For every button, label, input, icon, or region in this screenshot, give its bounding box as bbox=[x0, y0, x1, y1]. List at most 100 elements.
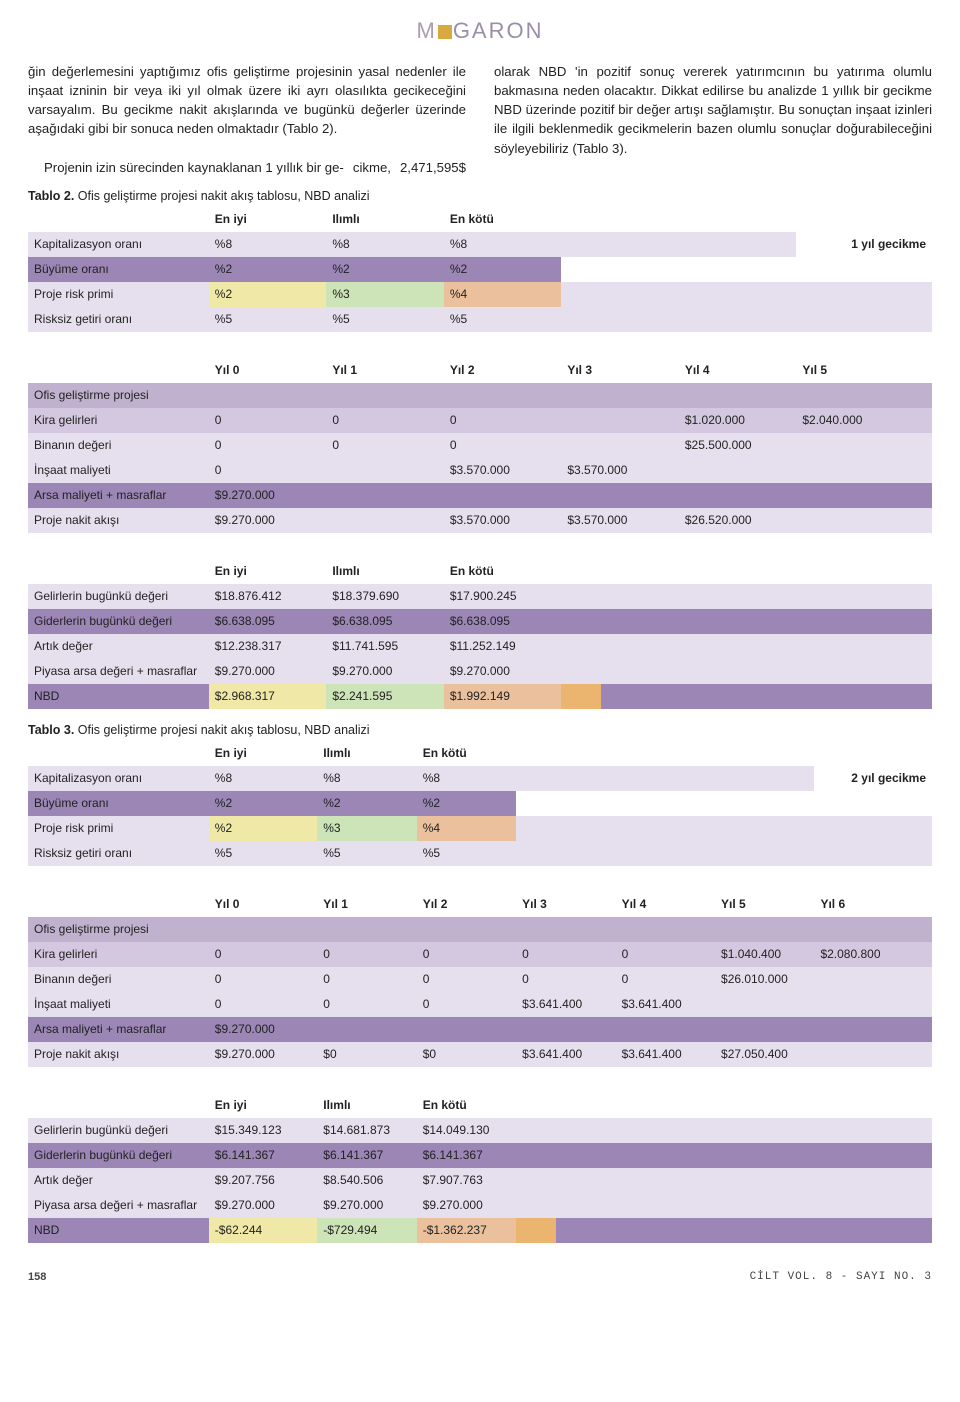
cell: %2 bbox=[209, 257, 327, 282]
cell bbox=[516, 791, 615, 816]
table-row: Gelirlerin bugünkü değeri$15.349.123$14.… bbox=[28, 1118, 932, 1143]
cell: %2 bbox=[209, 816, 317, 841]
cell: %5 bbox=[209, 307, 327, 332]
cell bbox=[679, 609, 797, 634]
cell bbox=[616, 1143, 715, 1168]
cell bbox=[561, 282, 679, 307]
cell: %8 bbox=[209, 232, 327, 257]
cell: Kira gelirleri bbox=[28, 942, 209, 967]
cell bbox=[561, 307, 679, 332]
cell: $9.270.000 bbox=[444, 659, 562, 684]
cell: Risksiz getiri oranı bbox=[28, 307, 209, 332]
cell: $14.049.130 bbox=[417, 1118, 516, 1143]
cell: Kapitalizasyon oranı bbox=[28, 766, 209, 791]
cell: 1 yıl gecikme bbox=[796, 232, 932, 257]
cell: Gelirlerin bugünkü değeri bbox=[28, 584, 209, 609]
cell: $2.968.317 bbox=[209, 684, 327, 709]
table-row: Risksiz getiri oranı%5%5%5 bbox=[28, 307, 932, 332]
cell bbox=[679, 257, 797, 282]
cell bbox=[209, 917, 317, 942]
table-row: Piyasa arsa değeri + masraflar$9.270.000… bbox=[28, 659, 932, 684]
table-row: İnşaat maliyeti000$3.641.400$3.641.400 bbox=[28, 992, 932, 1017]
cell bbox=[715, 741, 814, 766]
cell: -$729.494 bbox=[317, 1218, 416, 1243]
cell: Ilımlı bbox=[326, 559, 444, 584]
cell: $2.040.000 bbox=[796, 408, 932, 433]
cell bbox=[616, 1218, 715, 1243]
cell: 0 bbox=[616, 967, 715, 992]
cell bbox=[616, 841, 715, 866]
cell: NBD bbox=[28, 684, 209, 709]
cell: Yıl 0 bbox=[209, 892, 317, 917]
cell bbox=[516, 1193, 615, 1218]
table-row: Artık değer$12.238.317$11.741.595$11.252… bbox=[28, 634, 932, 659]
table-row: Risksiz getiri oranı%5%5%5 bbox=[28, 841, 932, 866]
cell: Giderlerin bugünkü değeri bbox=[28, 609, 209, 634]
cell bbox=[561, 232, 679, 257]
table-row: Gelirlerin bugünkü değeri$18.876.412$18.… bbox=[28, 584, 932, 609]
cell: Yıl 1 bbox=[326, 358, 444, 383]
cell: $3.641.400 bbox=[616, 992, 715, 1017]
cell bbox=[796, 584, 932, 609]
cell bbox=[715, 1143, 814, 1168]
cell: Yıl 1 bbox=[317, 892, 416, 917]
cell bbox=[516, 1143, 615, 1168]
cell bbox=[679, 307, 797, 332]
cell: Proje nakit akışı bbox=[28, 1042, 209, 1067]
table-row: Giderlerin bugünkü değeri$6.141.367$6.14… bbox=[28, 1143, 932, 1168]
cell: En iyi bbox=[209, 207, 327, 232]
cell: Artık değer bbox=[28, 1168, 209, 1193]
cell: Yıl 2 bbox=[444, 358, 562, 383]
cell: %8 bbox=[209, 766, 317, 791]
cell: -$1.362.237 bbox=[417, 1218, 516, 1243]
cell bbox=[679, 207, 797, 232]
cell bbox=[715, 1017, 814, 1042]
cell: 0 bbox=[516, 942, 615, 967]
cell bbox=[814, 816, 932, 841]
cell bbox=[326, 458, 444, 483]
cell bbox=[561, 634, 679, 659]
cell bbox=[715, 816, 814, 841]
cell: 0 bbox=[616, 942, 715, 967]
table-row: En iyiIlımlıEn kötü bbox=[28, 741, 932, 766]
table-row: Proje risk primi%2%3%4 bbox=[28, 816, 932, 841]
cell bbox=[814, 992, 932, 1017]
cell bbox=[796, 559, 932, 584]
cell: İnşaat maliyeti bbox=[28, 992, 209, 1017]
cell bbox=[28, 559, 209, 584]
cell: $9.270.000 bbox=[209, 659, 327, 684]
table3: En iyiIlımlıEn kötüKapitalizasyon oranı%… bbox=[28, 741, 932, 1243]
cell: $25.500.000 bbox=[679, 433, 797, 458]
paragraph: Projenin izin sürecinden kaynaklanan 1 y… bbox=[28, 158, 344, 177]
cell: Yıl 4 bbox=[616, 892, 715, 917]
footer: 158 CİLT VOL. 8 - SAYI NO. 3 bbox=[28, 1271, 932, 1283]
cell: $6.638.095 bbox=[209, 609, 327, 634]
cell bbox=[796, 634, 932, 659]
cell: Proje nakit akışı bbox=[28, 508, 209, 533]
cell: Büyüme oranı bbox=[28, 791, 209, 816]
cell bbox=[516, 1218, 615, 1243]
cell: Binanın değeri bbox=[28, 433, 209, 458]
table-row: Ofis geliştirme projesi bbox=[28, 383, 932, 408]
cell: $2.080.800 bbox=[814, 942, 932, 967]
cell: Yıl 5 bbox=[715, 892, 814, 917]
cell: 0 bbox=[317, 992, 416, 1017]
cell: Ilımlı bbox=[317, 1093, 416, 1118]
cell bbox=[317, 917, 416, 942]
table-row: Binanın değeri000$25.500.000 bbox=[28, 433, 932, 458]
cell bbox=[796, 307, 932, 332]
cell: 0 bbox=[209, 942, 317, 967]
cell: Binanın değeri bbox=[28, 967, 209, 992]
cell bbox=[715, 841, 814, 866]
cell bbox=[814, 791, 932, 816]
cell bbox=[814, 841, 932, 866]
cell: En kötü bbox=[444, 207, 562, 232]
cell bbox=[796, 433, 932, 458]
cell bbox=[679, 559, 797, 584]
cell bbox=[679, 232, 797, 257]
cell bbox=[814, 1042, 932, 1067]
cell: İnşaat maliyeti bbox=[28, 458, 209, 483]
cell: $6.141.367 bbox=[317, 1143, 416, 1168]
cell: Piyasa arsa değeri + masraflar bbox=[28, 659, 209, 684]
cell: NBD bbox=[28, 1218, 209, 1243]
